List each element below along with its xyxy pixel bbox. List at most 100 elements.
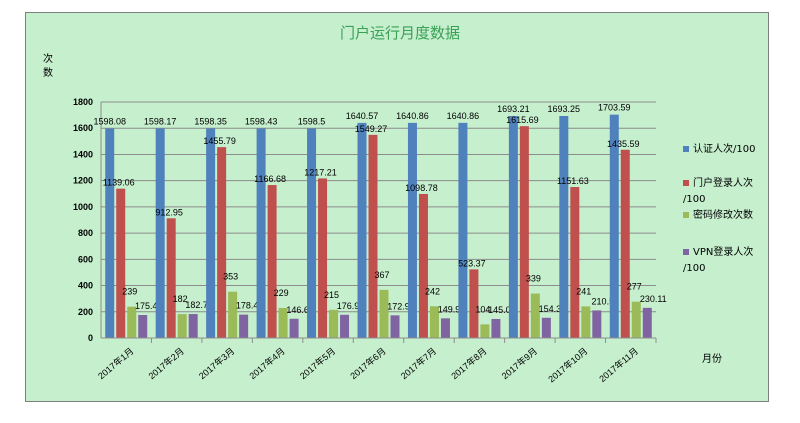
legend-swatch [683, 146, 689, 152]
legend-swatch [683, 180, 689, 186]
bar-3 [138, 315, 148, 338]
bar-1 [166, 218, 176, 338]
bar-3 [491, 318, 501, 338]
bar-0 [458, 122, 468, 338]
bar-2 [530, 293, 540, 338]
bar-2 [228, 291, 238, 338]
data-label: 145.07 [488, 305, 516, 315]
y-axis-label: 次 [43, 52, 53, 65]
bar-1 [519, 126, 529, 338]
bar-1 [318, 178, 328, 338]
data-label: 353 [223, 272, 238, 282]
bar-2 [278, 307, 288, 338]
bar-3 [642, 307, 652, 338]
x-tick-label: 2017年7月 [398, 345, 438, 381]
x-tick-label: 2017年2月 [146, 345, 186, 381]
legend-swatch [683, 212, 689, 218]
bar-0 [206, 128, 216, 338]
y-tick-label: 400 [78, 281, 93, 291]
y-tick-label: 0 [88, 333, 93, 343]
data-label: 367 [374, 270, 389, 280]
legend-label: VPN登录人次/100 [683, 247, 754, 274]
bar-2 [631, 301, 641, 338]
y-tick-label: 800 [78, 228, 93, 238]
data-label: 1615.69 [506, 115, 539, 125]
data-label: 230.11 [640, 294, 667, 304]
data-label: 182 [173, 294, 188, 304]
bar-2 [379, 289, 389, 338]
bar-3 [340, 314, 350, 338]
bar-0 [407, 122, 417, 338]
x-tick-label: 2017年11月 [597, 345, 640, 384]
data-label: 1549.27 [355, 124, 388, 134]
chart-title: 门户运行月度数据 [339, 24, 460, 42]
bar-3 [541, 317, 551, 338]
data-label: 1098.78 [405, 183, 438, 193]
bar-1 [620, 149, 630, 338]
y-tick-label: 1200 [73, 176, 93, 186]
x-tick-label: 2017年10月 [546, 345, 590, 384]
bar-3 [440, 318, 450, 338]
y-tick-label: 200 [78, 307, 93, 317]
y-tick-label: 1800 [73, 97, 93, 107]
bar-1 [469, 269, 479, 338]
x-tick-label: 2017年8月 [449, 345, 489, 381]
bar-3 [239, 314, 249, 338]
data-label: 1598.5 [298, 116, 326, 126]
bar-0 [256, 128, 266, 338]
bar-2 [581, 306, 591, 338]
data-label: 154.34 [539, 304, 567, 314]
x-axis-label: 月份 [702, 353, 722, 365]
bar-0 [105, 128, 115, 338]
x-tick-label: 2017年9月 [499, 345, 539, 381]
data-label: 175.41 [135, 301, 163, 311]
data-label: 1693.21 [497, 104, 530, 114]
data-label: 210.5 [592, 296, 615, 306]
data-label: 1640.86 [396, 111, 429, 121]
legend-label: 门户登录人次/100 [683, 178, 753, 205]
data-label: 178.42 [236, 301, 264, 311]
bar-0 [155, 128, 165, 338]
bar-0 [609, 114, 619, 339]
data-label: 523.37 [458, 258, 486, 268]
data-label: 146.63 [286, 305, 314, 315]
bar-1 [570, 187, 580, 338]
bar-2 [429, 306, 439, 338]
data-label: 1217.21 [304, 167, 337, 177]
bar-3 [188, 314, 198, 338]
data-label: 1455.79 [203, 136, 236, 146]
bar-0 [307, 128, 317, 338]
x-tick-label: 2017年1月 [95, 345, 135, 381]
y-tick-label: 1400 [73, 149, 93, 159]
data-label: 1598.35 [194, 116, 227, 126]
bar-1 [217, 147, 227, 338]
bar-0 [508, 116, 518, 338]
data-label: 1640.57 [346, 111, 379, 121]
data-label: 176.95 [337, 301, 365, 311]
data-label: 1166.68 [254, 174, 286, 184]
data-label: 242 [425, 286, 440, 296]
bar-0 [559, 115, 569, 338]
data-label: 912.95 [155, 207, 183, 217]
data-label: 1598.43 [245, 116, 278, 126]
data-label: 1139.06 [103, 178, 135, 188]
bar-2 [177, 314, 187, 338]
bar-1 [368, 134, 378, 338]
data-label: 149.93 [438, 304, 466, 314]
y-tick-label: 600 [78, 254, 93, 264]
data-label: 1598.08 [93, 116, 126, 126]
x-tick-label: 2017年3月 [196, 345, 236, 381]
bar-1 [418, 193, 428, 338]
data-label: 104 [475, 304, 490, 314]
x-tick-label: 2017年6月 [348, 345, 388, 381]
data-label: 339 [526, 274, 541, 284]
data-label: 239 [122, 287, 137, 297]
data-label: 229 [274, 288, 289, 298]
bar-3 [289, 318, 299, 338]
legend-item: VPN登录人次/100 [683, 245, 753, 277]
bar-2 [127, 306, 137, 338]
data-label: 1693.25 [548, 104, 581, 114]
x-tick-label: 2017年4月 [247, 345, 287, 381]
bar-1 [267, 185, 277, 338]
